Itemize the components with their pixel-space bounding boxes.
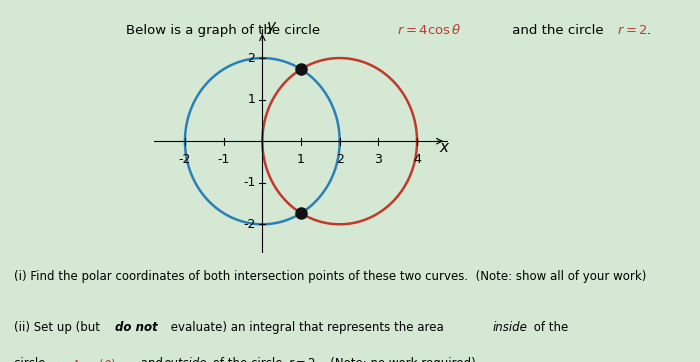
Text: do not: do not (116, 321, 158, 334)
Text: inside: inside (493, 321, 528, 334)
Text: 1: 1 (297, 153, 305, 166)
Text: (i) Find the polar coordinates of both intersection points of these two curves. : (i) Find the polar coordinates of both i… (14, 270, 646, 283)
Text: and: and (137, 357, 167, 362)
Text: circle: circle (14, 357, 49, 362)
Text: and the circle: and the circle (508, 24, 608, 37)
Text: Below is a graph of the circle: Below is a graph of the circle (126, 24, 324, 37)
Text: $r = 4\cos(\theta)$: $r = 4\cos(\theta)$ (52, 357, 116, 362)
Text: -2: -2 (243, 218, 256, 231)
Text: of the: of the (530, 321, 568, 334)
Text: outside: outside (163, 357, 207, 362)
Text: $r = 4\cos\theta$: $r = 4\cos\theta$ (397, 24, 461, 37)
Text: evaluate) an integral that represents the area: evaluate) an integral that represents th… (167, 321, 447, 334)
Text: 2: 2 (336, 153, 344, 166)
Text: -1: -1 (218, 153, 230, 166)
Text: 1: 1 (248, 93, 256, 106)
Text: -2: -2 (178, 153, 191, 166)
Text: 2: 2 (248, 51, 256, 64)
Text: (ii) Set up (but: (ii) Set up (but (14, 321, 104, 334)
Text: $r = 2$: $r = 2$ (288, 357, 316, 362)
Text: y: y (266, 19, 275, 34)
Text: -1: -1 (243, 176, 256, 189)
Text: of the circle: of the circle (209, 357, 286, 362)
Text: x: x (440, 140, 449, 155)
Text: 4: 4 (413, 153, 421, 166)
Text: 3: 3 (374, 153, 382, 166)
Text: $r = 2$: $r = 2$ (617, 24, 648, 37)
Text: .  (Note: no work required): . (Note: no work required) (319, 357, 476, 362)
Text: .: . (647, 24, 651, 37)
